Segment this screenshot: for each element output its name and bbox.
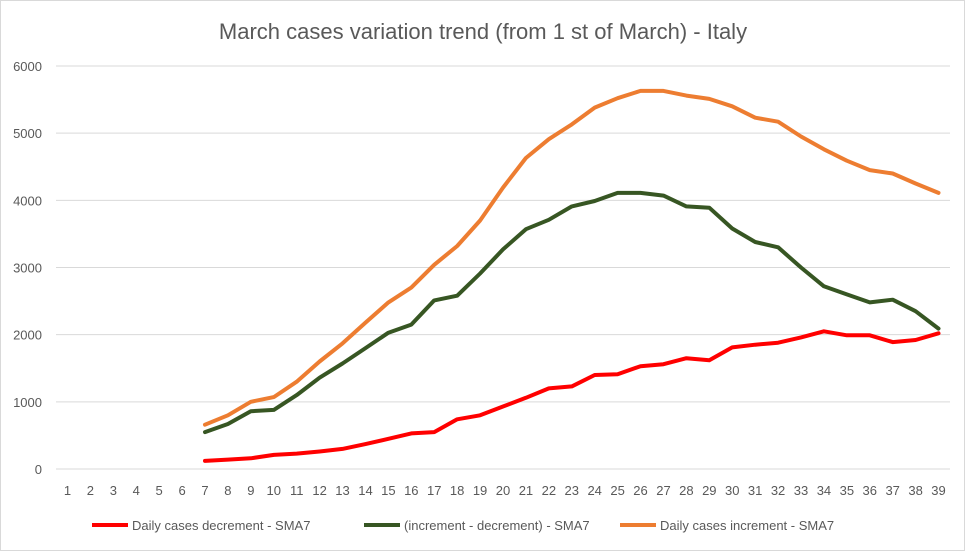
x-tick-label: 37 [885,483,899,498]
y-tick-label: 6000 [13,59,42,74]
series-lines [203,88,941,463]
x-tick-label: 18 [450,483,464,498]
y-tick-label: 0 [35,462,42,477]
x-tick-label: 34 [817,483,831,498]
x-tick-label: 7 [201,483,208,498]
x-tick-label: 25 [610,483,624,498]
x-tick-label: 20 [496,483,510,498]
legend-item-1: (increment - decrement) - SMA7 [364,518,590,533]
series-line-2 [203,88,941,427]
x-tick-label: 15 [381,483,395,498]
x-tick-label: 39 [931,483,945,498]
y-tick-label: 4000 [13,193,42,208]
x-tick-label: 36 [863,483,877,498]
y-tick-label: 1000 [13,395,42,410]
legend-label: (increment - decrement) - SMA7 [404,518,590,533]
x-tick-label: 9 [247,483,254,498]
x-tick-label: 29 [702,483,716,498]
x-tick-label: 32 [771,483,785,498]
y-tick-label: 2000 [13,328,42,343]
x-tick-label: 35 [840,483,854,498]
x-tick-label: 27 [656,483,670,498]
x-tick-label: 19 [473,483,487,498]
x-tick-label: 4 [133,483,140,498]
x-tick-label: 10 [267,483,281,498]
x-tick-label: 17 [427,483,441,498]
x-tick-label: 6 [178,483,185,498]
legend-item-0: Daily cases decrement - SMA7 [92,518,310,533]
x-tick-label: 33 [794,483,808,498]
x-tick-label: 2 [87,483,94,498]
legend-label: Daily cases decrement - SMA7 [132,518,310,533]
x-tick-label: 26 [633,483,647,498]
y-tick-label: 5000 [13,126,42,141]
x-tick-label: 16 [404,483,418,498]
x-axis-ticks: 1 2 3 4 5 6 7 8 9 10 11 12 13 14 15 16 17 18 19 20 21 22 23 24 2… [64,483,946,498]
x-tick-label: 30 [725,483,739,498]
x-tick-label: 24 [587,483,601,498]
x-tick-label: 13 [335,483,349,498]
x-tick-label: 12 [312,483,326,498]
series-line-1 [203,190,941,435]
legend-label: Daily cases increment - SMA7 [660,518,834,533]
x-tick-label: 3 [110,483,117,498]
x-tick-label: 21 [519,483,533,498]
x-tick-label: 31 [748,483,762,498]
y-tick-label: 3000 [13,261,42,276]
x-tick-label: 23 [565,483,579,498]
y-axis-ticks: 0 1000 2000 3000 4000 5000 6000 [13,59,42,477]
x-tick-label: 8 [224,483,231,498]
x-tick-label: 1 [64,483,71,498]
x-tick-label: 14 [358,483,372,498]
chart-title: March cases variation trend (from 1 st o… [219,19,747,44]
x-tick-label: 38 [908,483,922,498]
x-tick-label: 22 [542,483,556,498]
grid [56,65,950,403]
series-line-0 [203,329,941,463]
x-tick-label: 5 [156,483,163,498]
x-tick-label: 28 [679,483,693,498]
legend-item-2: Daily cases increment - SMA7 [620,518,834,533]
legend: Daily cases decrement - SMA7 (increment -… [92,518,834,533]
x-tick-label: 11 [290,483,304,498]
